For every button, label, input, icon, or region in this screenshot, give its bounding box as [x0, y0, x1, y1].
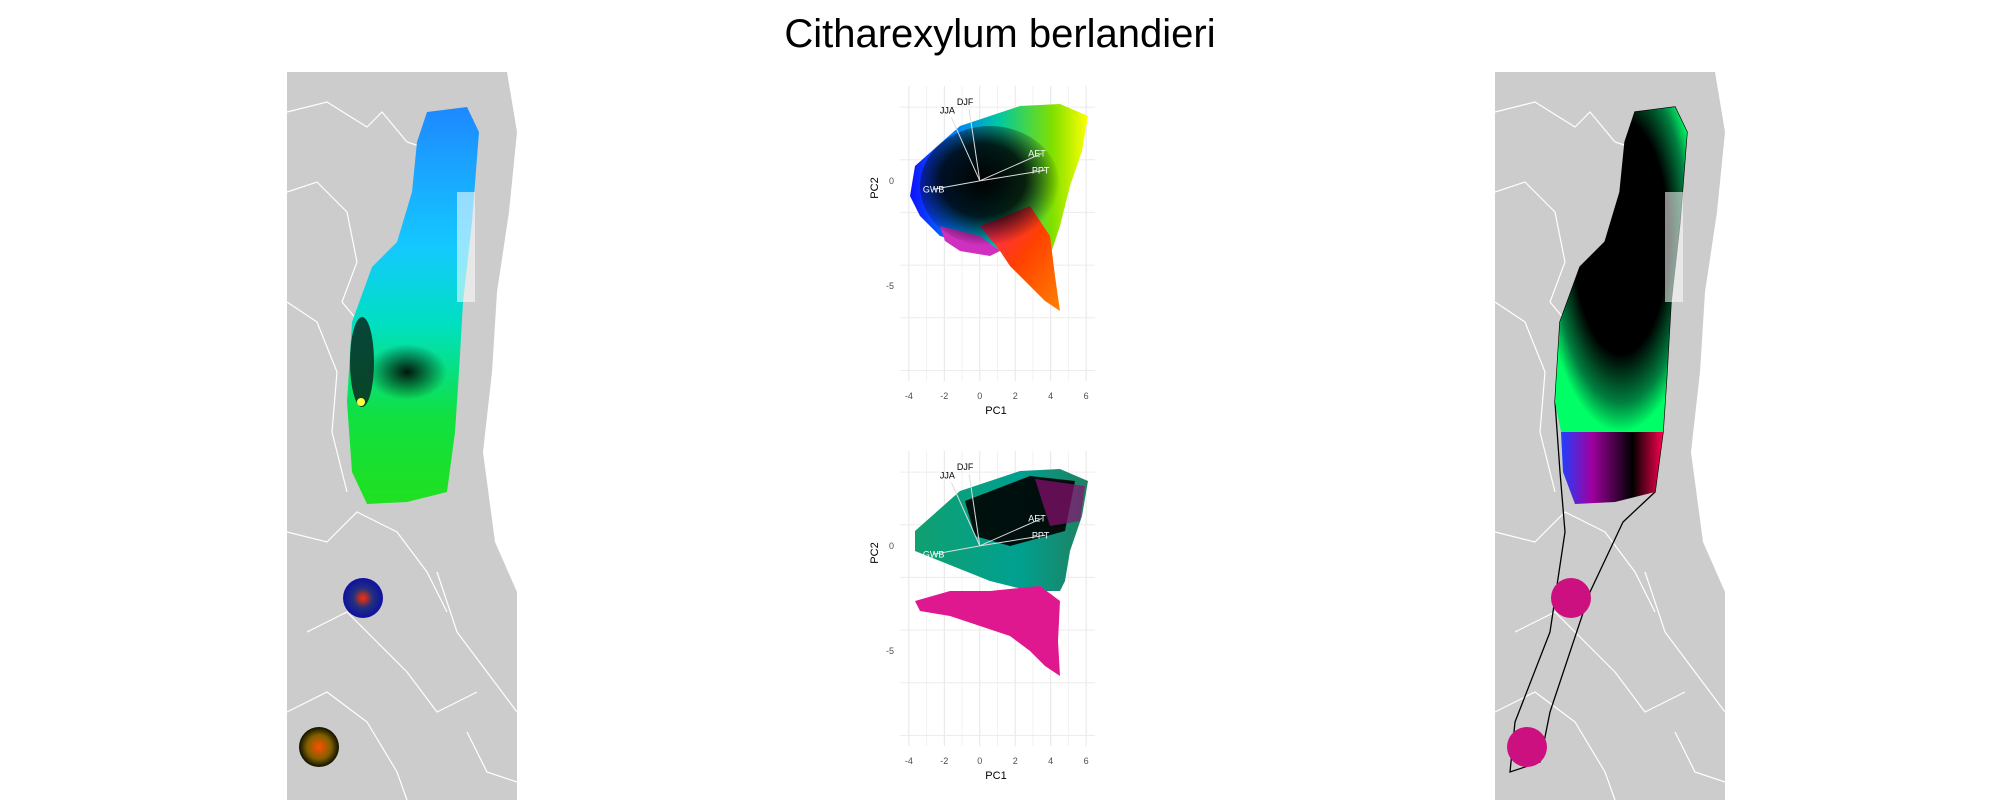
- state-borders: [287, 101, 517, 800]
- loading-vector-ppt: [979, 534, 1046, 547]
- y-axis-label: PC2: [869, 177, 881, 198]
- chart-title: Citharexylum berlandieri: [784, 12, 1216, 56]
- dark-patch: [367, 344, 447, 400]
- x-axis-label: PC1: [985, 770, 1006, 782]
- left-map-panel: [287, 72, 517, 800]
- loading-vector-jja: [950, 117, 981, 182]
- point-cloud: [910, 104, 1088, 311]
- right-map-panel: [1495, 72, 1725, 800]
- axis-ticks: -4 -2 0 2 4 6 0 -5: [886, 176, 1089, 401]
- x-tick-label: -4: [905, 391, 913, 401]
- x-tick-label: -4: [905, 756, 913, 766]
- loading-vector-gwb: [933, 545, 980, 555]
- loading-vector-djf: [968, 109, 981, 181]
- point-cloud: [915, 469, 1088, 676]
- y-axis-label: PC2: [869, 542, 881, 563]
- coastal-lagoon: [457, 192, 475, 302]
- x-tick-label: 0: [977, 391, 982, 401]
- range-blob-2: [299, 727, 339, 767]
- range-raster-lower: [1561, 432, 1663, 504]
- x-tick-label: -2: [940, 756, 948, 766]
- state-borders: [1495, 101, 1725, 800]
- y-tick-label: 0: [889, 176, 894, 186]
- y-tick-label: -5: [886, 281, 894, 291]
- loading-vector-aet: [979, 517, 1043, 547]
- x-axis-label: PC1: [985, 405, 1006, 417]
- left-map: [287, 72, 517, 800]
- x-tick-label: 6: [1084, 756, 1089, 766]
- x-tick-label: 2: [1013, 391, 1018, 401]
- loading-vector-gwb: [933, 180, 980, 190]
- vector-label-jja: JJA: [940, 471, 955, 481]
- pca-plot-top: DJF JJA AET PPT GWB -4 -2 0 2 4 6 0 -5 PC1 PC2: [860, 76, 1160, 434]
- x-tick-label: 0: [977, 756, 982, 766]
- coastal-lagoon: [1665, 192, 1683, 302]
- yellow-spot: [357, 398, 365, 406]
- x-tick-label: 2: [1013, 756, 1018, 766]
- pca-plot-bottom: DJF JJA AET PPT GWB -4 -2 0 2 4 6 0 -5 PC1 PC2: [860, 441, 1160, 799]
- x-tick-label: -2: [940, 391, 948, 401]
- range-blob-2: [1507, 727, 1547, 767]
- loading-vector-jja: [950, 482, 981, 547]
- vector-label-jja: JJA: [940, 106, 955, 116]
- vector-label-aet: AET: [1028, 513, 1046, 523]
- vector-label-djf: DJF: [957, 97, 974, 107]
- y-tick-label: 0: [889, 541, 894, 551]
- vector-label-aet: AET: [1028, 148, 1046, 158]
- loading-vector-aet: [979, 152, 1043, 182]
- dark-strip: [350, 317, 374, 407]
- x-tick-label: 4: [1048, 391, 1053, 401]
- x-tick-label: 4: [1048, 756, 1053, 766]
- vector-label-djf: DJF: [957, 462, 974, 472]
- x-tick-label: 6: [1084, 391, 1089, 401]
- range-blob-1: [343, 578, 383, 618]
- loading-vector-ppt: [979, 169, 1046, 182]
- range-raster-main: [1555, 107, 1687, 432]
- range-blob-1: [1551, 578, 1591, 618]
- y-tick-label: -5: [886, 646, 894, 656]
- vector-label-ppt: PPT: [1032, 165, 1050, 175]
- vector-label-ppt: PPT: [1032, 530, 1050, 540]
- range-raster-main: [347, 107, 479, 504]
- loading-vector-djf: [968, 474, 981, 546]
- vector-label-gwb: GWB: [923, 184, 945, 194]
- vector-label-gwb: GWB: [923, 549, 945, 559]
- axis-ticks: -4 -2 0 2 4 6 0 -5: [886, 541, 1089, 766]
- right-map: [1495, 72, 1725, 800]
